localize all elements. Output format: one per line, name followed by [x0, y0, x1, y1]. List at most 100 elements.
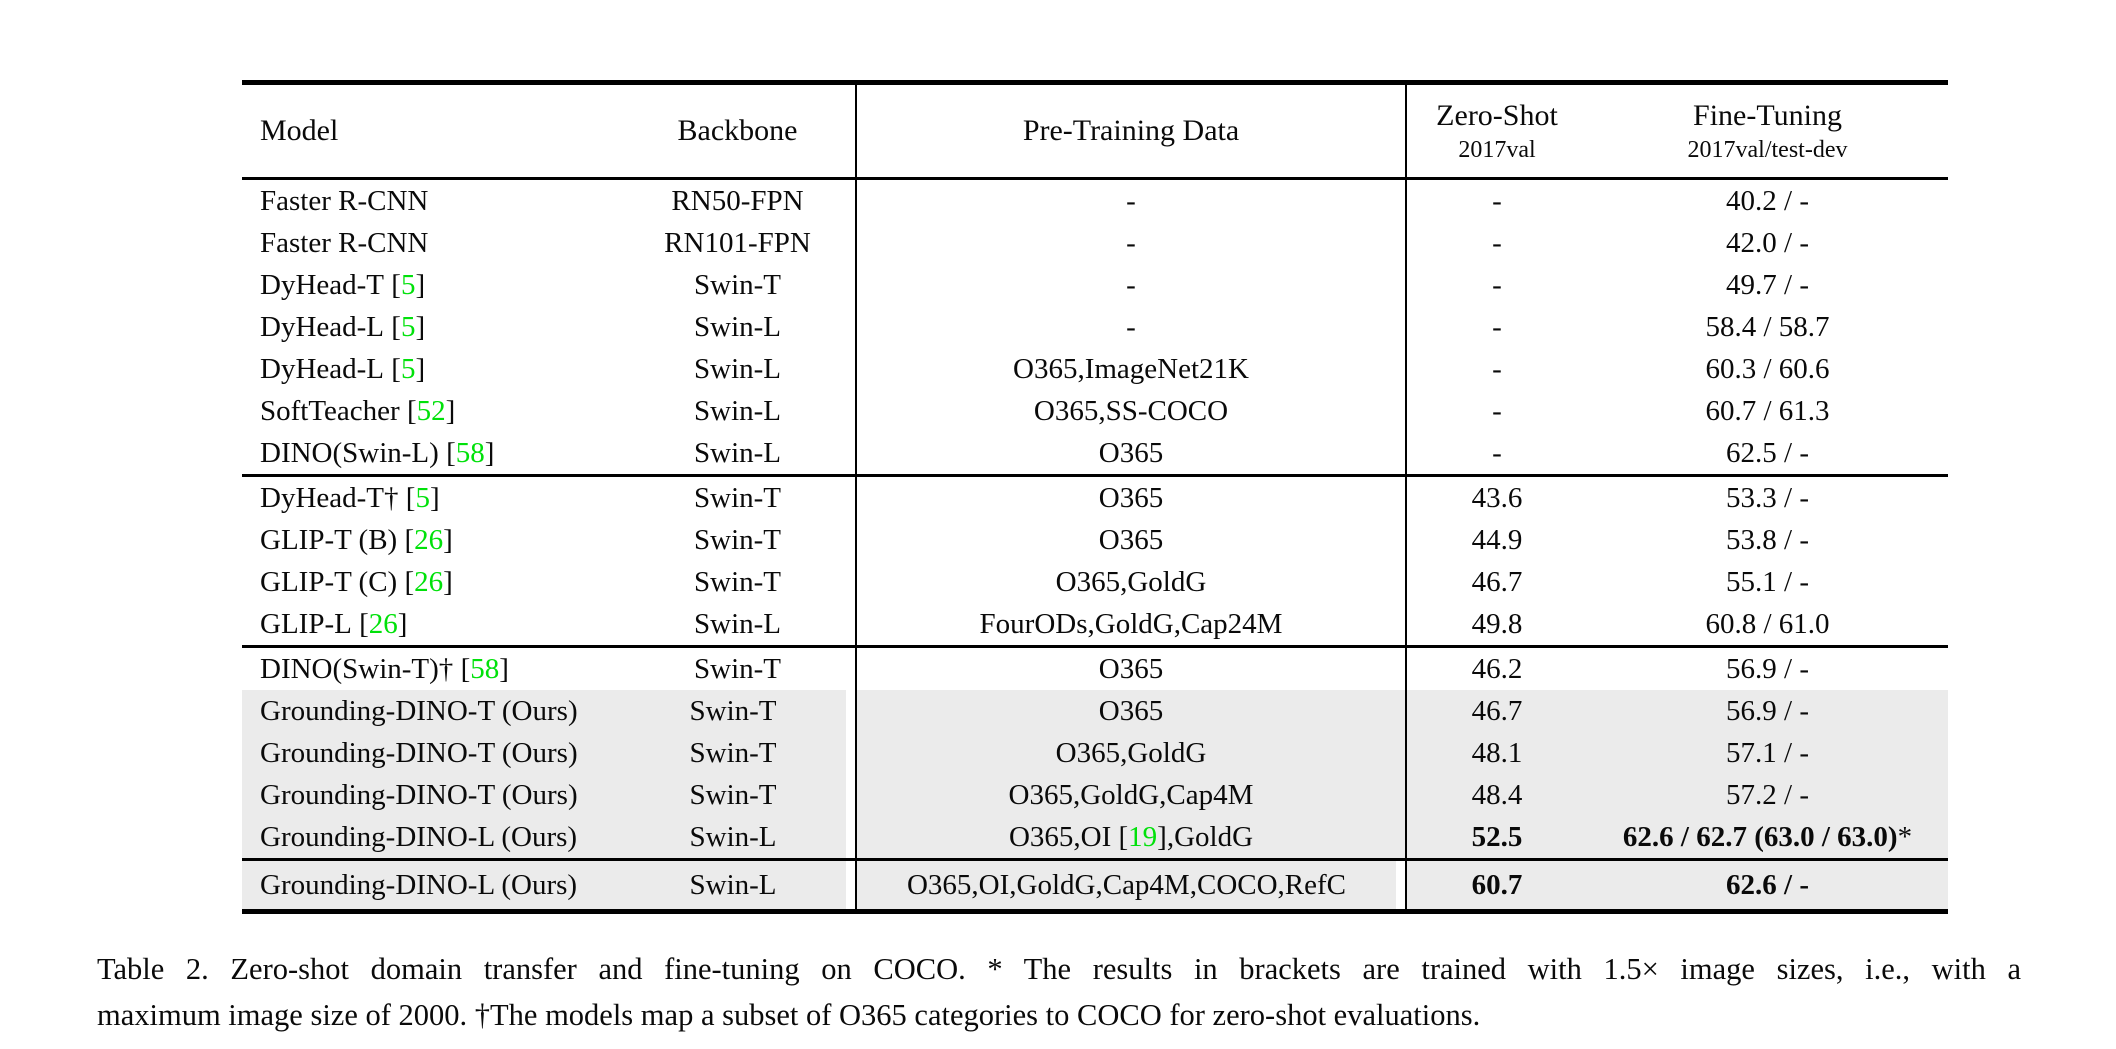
backbone-name: Swin-L: [694, 310, 781, 343]
citation-bracket: [: [399, 394, 417, 427]
table-bottom-rule: [242, 909, 1948, 914]
backbone-name: Swin-T: [694, 565, 781, 598]
cell-pretraining-data: O365,GoldG: [855, 732, 1405, 774]
model-name: Grounding-DINO-T (Ours): [260, 736, 578, 769]
finetuning-value: 62.5 / -: [1726, 436, 1809, 469]
table-row: DyHead-L [5] Swin-L O365,ImageNet21K - 60.3 …: [242, 348, 1948, 390]
cell-pretraining-data: O365: [855, 648, 1405, 690]
citation-link[interactable]: 58: [470, 652, 500, 685]
pretraining-data-text: -: [1126, 268, 1136, 301]
cell-zeroshot-value: 60.7: [1405, 861, 1587, 909]
citation-bracket: [: [1111, 820, 1129, 853]
citation-link[interactable]: 26: [414, 523, 444, 556]
pretraining-data-text: O365: [1098, 523, 1164, 556]
table-top-rule: [242, 80, 1948, 85]
cell-finetuning-value: 56.9 / -: [1587, 648, 1948, 690]
finetuning-value: 60.7 / 61.3: [1705, 394, 1830, 427]
model-name: Grounding-DINO-L (Ours): [260, 868, 578, 901]
cell-zeroshot-value: -: [1405, 222, 1587, 264]
cell-model: Grounding-DINO-T (Ours): [242, 774, 620, 816]
header-finetuning-title: Fine-Tuning: [1693, 98, 1842, 132]
model-name: GLIP-T (B): [260, 523, 398, 556]
table-body: Faster R-CNN RN50-FPN - -40.2 / - Faster R-C…: [242, 180, 1948, 909]
pretraining-data-text: FourODs,GoldG,Cap24M: [979, 607, 1283, 640]
cell-model: DyHead-T [5]: [242, 264, 620, 306]
cell-pretraining-data: O365,OI,GoldG,Cap4M,COCO,RefC: [855, 861, 1405, 909]
table-header-row: Model Backbone Pre-Training Data Zero-Sh…: [242, 85, 1948, 177]
pretraining-data-text: O365,SS-COCO: [1033, 394, 1229, 427]
table-row: GLIP-T (B) [26] Swin-T O365 44.9 53.8 / -: [242, 519, 1948, 561]
table-caption: Table 2. Zero-shot domain transfer and f…: [97, 946, 2021, 1038]
cell-finetuning-value: 62.6 / 62.7 (63.0 / 63.0) *: [1587, 816, 1948, 858]
cell-zeroshot-value: 52.5: [1405, 816, 1587, 858]
table-row: DyHead-L [5] Swin-L - - 58.4 / 58.7: [242, 306, 1948, 348]
cell-finetuning-value: 60.8 / 61.0: [1587, 603, 1948, 645]
table-row: Grounding-DINO-T (Ours) Swin-T O365,GoldG 4…: [242, 732, 1948, 774]
zeroshot-value: -: [1492, 352, 1502, 385]
cell-finetuning-value: 60.7 / 61.3: [1587, 390, 1948, 432]
section-separator-rule: [242, 474, 1948, 477]
citation-link[interactable]: 52: [416, 394, 446, 427]
citation-link[interactable]: 26: [414, 565, 444, 598]
cell-backbone: RN50-FPN: [620, 180, 855, 222]
model-name: DINO(Swin-L): [260, 436, 439, 469]
cell-backbone: Swin-T: [620, 690, 855, 732]
citation-bracket: [: [397, 565, 415, 598]
cell-model: Faster R-CNN: [242, 180, 620, 222]
cell-backbone: Swin-L: [620, 348, 855, 390]
cell-model: GLIP-L [26]: [242, 603, 620, 645]
pretraining-data-text: O365,GoldG,Cap4M: [1008, 778, 1254, 811]
cell-pretraining-data: O365,GoldG: [855, 561, 1405, 603]
table-row: Grounding-DINO-T (Ours) Swin-T O365 46.7 56.…: [242, 690, 1948, 732]
cell-finetuning-value: 58.4 / 58.7: [1587, 306, 1948, 348]
citation-bracket: [: [384, 310, 401, 343]
citation-bracket: [: [453, 652, 471, 685]
cell-backbone: Swin-L: [620, 861, 855, 909]
citation-bracket: ]: [443, 523, 453, 556]
pretraining-data-text: O365,OI,GoldG,Cap4M,COCO,RefC: [906, 868, 1347, 901]
table-row: Grounding-DINO-T (Ours) Swin-T O365,GoldG,…: [242, 774, 1948, 816]
zeroshot-value: 48.1: [1471, 736, 1523, 769]
pretraining-data-text: -: [1126, 310, 1136, 343]
citation-link[interactable]: 5: [400, 352, 416, 385]
cell-backbone: Swin-L: [620, 603, 855, 645]
model-name: Grounding-DINO-L (Ours): [260, 820, 578, 853]
citation-link[interactable]: 26: [368, 607, 398, 640]
citation-bracket: ]: [443, 565, 453, 598]
cell-zeroshot-value: -: [1405, 348, 1587, 390]
cell-backbone: Swin-T: [620, 519, 855, 561]
header-model: Model: [260, 114, 339, 147]
cell-zeroshot-value: 46.7: [1405, 561, 1587, 603]
cell-finetuning-value: 57.1 / -: [1587, 732, 1948, 774]
model-name: Faster R-CNN: [260, 226, 429, 259]
zeroshot-value: 46.7: [1471, 565, 1523, 598]
pretraining-data-text: O365,ImageNet21K: [1013, 352, 1249, 385]
pretraining-data-text: O365: [1098, 694, 1164, 727]
citation-link[interactable]: 19: [1128, 820, 1158, 853]
zeroshot-value: 60.7: [1471, 868, 1523, 901]
pretraining-data-text: -: [1126, 184, 1136, 217]
header-zeroshot-subtitle: 2017val: [1458, 136, 1536, 163]
citation-link[interactable]: 58: [455, 436, 485, 469]
zeroshot-value: 44.9: [1471, 523, 1523, 556]
table-row: DINO(Swin-T)† [58] Swin-T O365 46.2 56.9 / -: [242, 648, 1948, 690]
cell-finetuning-value: 57.2 / -: [1587, 774, 1948, 816]
caption-line-2: maximum image size of 2000. †The models …: [97, 998, 1481, 1032]
section-separator-rule: [242, 858, 1948, 861]
cell-zeroshot-value: 46.2: [1405, 648, 1587, 690]
backbone-name: Swin-L: [689, 868, 777, 901]
citation-link[interactable]: 5: [400, 310, 416, 343]
model-name: DyHead-T: [260, 268, 385, 301]
citation-bracket: ]: [429, 481, 440, 514]
backbone-name: Swin-T: [689, 778, 777, 811]
finetuning-value: 60.8 / 61.0: [1705, 607, 1830, 640]
backbone-name: RN101-FPN: [664, 226, 811, 259]
cell-finetuning-value: 62.5 / -: [1587, 432, 1948, 474]
pretraining-data-text: O365: [1098, 436, 1164, 469]
citation-link[interactable]: 5: [415, 481, 430, 514]
citation-link[interactable]: 5: [400, 268, 416, 301]
zeroshot-value: 46.2: [1471, 652, 1523, 685]
citation-bracket: ]: [445, 394, 456, 427]
cell-backbone: Swin-L: [620, 390, 855, 432]
table-row: GLIP-T (C) [26] Swin-T O365,GoldG 46.7 55.1 …: [242, 561, 1948, 603]
